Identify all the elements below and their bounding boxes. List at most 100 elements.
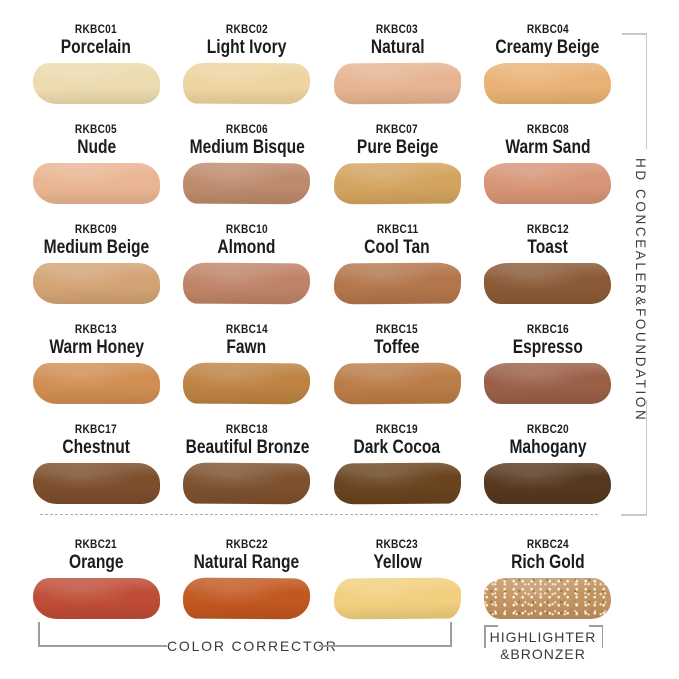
foundation-shade-grid: RKBC01 Porcelain RKBC02 Light Ivory RKBC…: [21, 14, 623, 514]
right-bracket-cap-bottom: [621, 514, 647, 516]
shade-code: RKBC14: [225, 324, 268, 336]
shade-swatch: [484, 63, 612, 104]
shade-swatch: [484, 578, 612, 619]
shade-name: Chestnut: [62, 437, 130, 458]
shade-cell: RKBC08 Warm Sand: [473, 114, 624, 214]
shade-cell: RKBC23 Yellow: [322, 529, 473, 629]
shade-name: Medium Bisque: [189, 137, 305, 158]
shade-swatch: [183, 162, 311, 205]
shade-name: Mahogany: [509, 437, 587, 458]
shade-cell: RKBC14 Fawn: [172, 314, 323, 414]
shade-name: Natural Range: [193, 552, 300, 573]
highlighter-label-line1: HIGHLIGHTER: [489, 629, 597, 645]
highlighter-bracket-corner-right-top: [589, 625, 603, 627]
color-corrector-bracket-line-right: [319, 645, 452, 647]
shade-name: Almond: [217, 237, 276, 258]
shade-code: RKBC23: [376, 539, 419, 551]
shade-row: RKBC13 Warm Honey RKBC14 Fawn RKBC15 Tof…: [21, 314, 623, 414]
shade-swatch: [183, 362, 311, 405]
shade-row: RKBC21 Orange RKBC22 Natural Range RKBC2…: [21, 529, 623, 629]
corrector-shade-grid: RKBC21 Orange RKBC22 Natural Range RKBC2…: [21, 529, 623, 629]
shade-name: Fawn: [226, 337, 267, 358]
right-bracket-line-bottom: [645, 400, 647, 515]
shade-code: RKBC05: [75, 124, 118, 136]
highlighter-bronzer-label: HIGHLIGHTER &BRONZER: [482, 629, 604, 662]
shade-name: Espresso: [512, 337, 583, 358]
shade-name: Medium Beige: [43, 237, 150, 258]
shade-code: RKBC08: [526, 124, 569, 136]
shade-name: Toffee: [374, 337, 421, 358]
shade-code: RKBC16: [526, 324, 569, 336]
shade-cell: RKBC03 Natural: [322, 14, 473, 114]
shade-code: RKBC04: [526, 24, 569, 36]
shade-code: RKBC22: [225, 539, 268, 551]
color-corrector-bracket-tick-right: [450, 622, 452, 646]
shade-cell: RKBC16 Espresso: [473, 314, 624, 414]
shade-cell: RKBC13 Warm Honey: [21, 314, 172, 414]
shade-code: RKBC10: [225, 224, 268, 236]
shade-name: Warm Honey: [48, 337, 144, 358]
shade-cell: RKBC19 Dark Cocoa: [322, 414, 473, 514]
shade-code: RKBC03: [376, 24, 419, 36]
shade-name: Orange: [68, 552, 124, 573]
shade-name: Creamy Beige: [495, 37, 600, 58]
shade-cell: RKBC06 Medium Bisque: [172, 114, 323, 214]
shade-name: Rich Gold: [510, 552, 585, 573]
shade-cell: RKBC15 Toffee: [322, 314, 473, 414]
shade-code: RKBC07: [376, 124, 419, 136]
shade-swatch: [183, 62, 311, 105]
shade-code: RKBC21: [75, 539, 118, 551]
shade-code: RKBC24: [526, 539, 569, 551]
shade-swatch: [183, 577, 311, 620]
right-bracket-line-top: [645, 33, 647, 149]
shade-swatch: [32, 163, 160, 204]
shade-code: RKBC02: [225, 24, 268, 36]
shade-swatch: [333, 577, 461, 620]
shade-name: Toast: [527, 237, 568, 258]
color-corrector-bracket-tick-left: [38, 622, 40, 646]
shade-swatch: [32, 263, 160, 304]
shade-cell: RKBC04 Creamy Beige: [473, 14, 624, 114]
shade-name: Nude: [76, 137, 116, 158]
shade-swatch: [32, 63, 160, 104]
shade-code: RKBC17: [75, 424, 118, 436]
shade-code: RKBC11: [376, 224, 419, 236]
shade-swatch: [484, 263, 612, 304]
shade-code: RKBC01: [75, 24, 118, 36]
shade-code: RKBC09: [75, 224, 118, 236]
shade-swatch: [183, 462, 311, 505]
shade-code: RKBC19: [376, 424, 419, 436]
shade-cell: RKBC24 Rich Gold: [473, 529, 624, 629]
shade-code: RKBC12: [526, 224, 569, 236]
shade-cell: RKBC09 Medium Beige: [21, 214, 172, 314]
shade-swatch: [333, 462, 461, 505]
shade-swatch: [333, 362, 461, 405]
shade-code: RKBC20: [526, 424, 569, 436]
dashed-divider: [40, 514, 598, 515]
shade-swatch: [333, 62, 461, 105]
shade-name: Warm Sand: [505, 137, 591, 158]
highlighter-bracket-corner-left: [484, 625, 486, 648]
shade-cell: RKBC21 Orange: [21, 529, 172, 629]
color-corrector-label: COLOR CORRECTOR: [167, 638, 338, 654]
shade-cell: RKBC22 Natural Range: [172, 529, 323, 629]
shade-swatch: [32, 463, 160, 504]
shade-cell: RKBC07 Pure Beige: [322, 114, 473, 214]
shade-code: RKBC13: [75, 324, 118, 336]
shade-cell: RKBC18 Beautiful Bronze: [172, 414, 323, 514]
shade-swatch: [484, 463, 612, 504]
color-corrector-bracket-line-left: [38, 645, 167, 647]
shade-name: Porcelain: [61, 37, 132, 58]
shade-swatch: [484, 163, 612, 204]
shade-swatch: [484, 363, 612, 404]
highlighter-bracket-corner-right: [601, 625, 603, 648]
shade-name: Pure Beige: [356, 137, 438, 158]
shade-cell: RKBC12 Toast: [473, 214, 624, 314]
highlighter-bracket-corner-left-top: [484, 625, 498, 627]
shade-name: Cool Tan: [364, 237, 430, 258]
shade-row: RKBC01 Porcelain RKBC02 Light Ivory RKBC…: [21, 14, 623, 114]
shade-swatch: [183, 262, 311, 305]
shade-name: Yellow: [372, 552, 422, 573]
shade-row: RKBC17 Chestnut RKBC18 Beautiful Bronze …: [21, 414, 623, 514]
